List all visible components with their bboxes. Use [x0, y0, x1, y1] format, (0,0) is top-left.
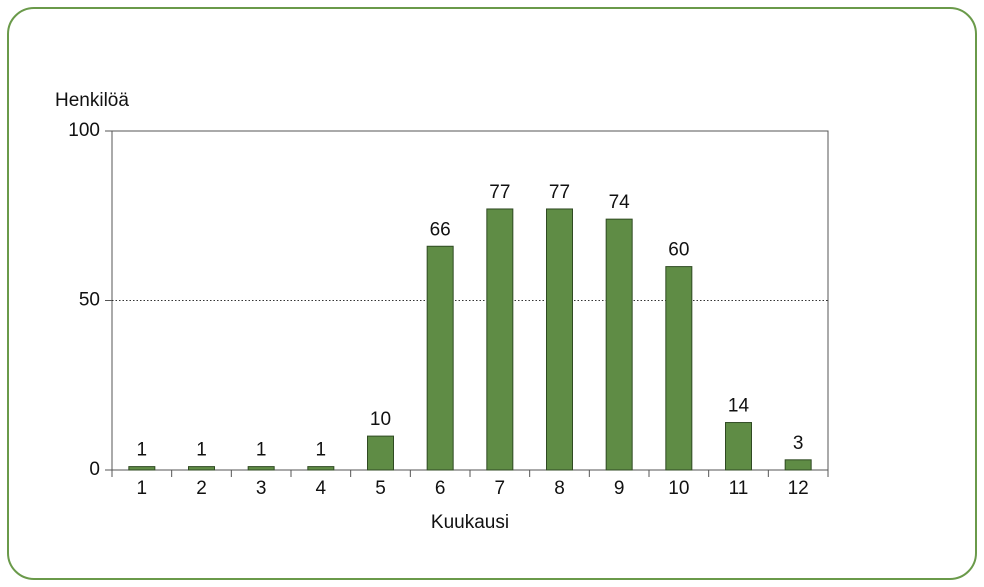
bar	[307, 466, 335, 471]
x-tick-label: 11	[729, 478, 749, 499]
x-tick-label: 3	[256, 478, 267, 499]
x-tick-label: 10	[668, 478, 689, 499]
x-axis-label: Kuukausi	[431, 512, 509, 533]
data-label: 60	[668, 240, 689, 261]
x-tick-label: 1	[137, 478, 148, 499]
data-label: 3	[793, 433, 804, 454]
y-tick-label: 100	[68, 120, 100, 141]
bar	[486, 208, 514, 471]
data-label: 14	[728, 396, 750, 417]
y-tick-label: 0	[89, 459, 100, 480]
y-axis-label: Henkilöä	[55, 90, 129, 111]
data-label: 10	[370, 409, 391, 430]
data-label: 1	[316, 440, 327, 461]
bar	[546, 208, 573, 471]
x-tick-label: 9	[614, 478, 625, 499]
x-tick-label: 7	[495, 478, 506, 499]
y-tick-label: 50	[79, 290, 100, 311]
x-tick-label: 8	[554, 478, 565, 499]
card-border	[7, 7, 977, 580]
bar	[725, 422, 752, 471]
data-label: 66	[430, 219, 451, 240]
data-label: 77	[489, 182, 510, 203]
bar	[247, 466, 275, 471]
bar	[188, 466, 215, 471]
x-tick-label: 4	[316, 478, 327, 499]
x-tick-label: 12	[788, 478, 809, 499]
data-label: 1	[137, 440, 148, 461]
data-label: 77	[549, 182, 570, 203]
bar	[784, 459, 812, 471]
bar	[367, 435, 394, 471]
bar	[605, 218, 633, 471]
data-label: 74	[609, 192, 631, 213]
x-tick-label: 5	[375, 478, 386, 499]
x-tick-label: 2	[196, 478, 207, 499]
data-label: 1	[256, 440, 267, 461]
bar	[128, 466, 156, 471]
bar	[665, 266, 693, 471]
data-label: 1	[196, 440, 207, 461]
x-tick-label: 6	[435, 478, 446, 499]
bar	[426, 245, 454, 471]
